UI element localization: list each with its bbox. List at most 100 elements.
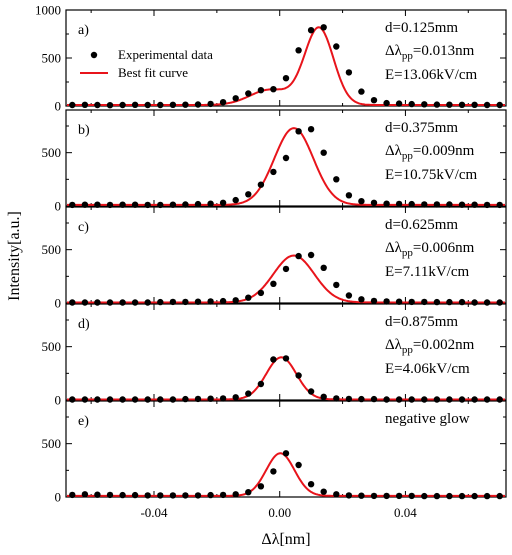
data-point [232,95,239,102]
data-point [119,201,126,208]
data-point [257,181,265,188]
data-point [446,396,453,403]
data-point [194,492,202,499]
data-point [320,393,327,400]
data-point [307,481,315,488]
data-point [270,280,277,287]
data-point [94,299,101,306]
data-point [395,100,403,107]
data-point [471,201,478,208]
data-point [270,468,277,475]
data-point [119,491,126,499]
data-point [320,264,327,271]
data-point [81,101,89,109]
data-point [207,200,214,207]
y-axis-title: Intensity[a.u.] [6,211,23,301]
y-tick-label: 500 [42,242,62,257]
y-tick-label: 500 [42,436,62,451]
annotation-linewidth-value: =0.009nm [413,143,475,159]
data-point [219,199,227,206]
data-point [182,101,189,108]
data-point [144,396,151,403]
data-point [157,396,164,403]
data-point [194,101,202,108]
data-point [94,201,101,208]
data-point [307,126,315,133]
legend-marker-dot [90,51,98,59]
data-point [370,492,378,500]
data-point [119,299,126,306]
data-point [144,492,151,499]
annotation-linewidth: Δλpp=0.013nm [385,43,475,62]
data-point [383,492,390,500]
data-point [69,491,76,499]
data-point [106,299,114,306]
panel-frame [65,206,507,304]
data-point [433,492,441,500]
data-point [483,396,491,403]
data-point [182,201,189,208]
data-point [106,491,114,499]
data-point [282,450,290,457]
data-point [433,101,441,108]
data-point [446,492,453,500]
data-point [219,491,227,499]
annotation-field: E=4.06kV/cm [385,361,470,377]
annotation-linewidth-value: =0.013nm [413,43,475,59]
data-point [295,372,302,379]
data-point [207,298,214,305]
data-point [358,492,365,499]
data-point [383,396,390,403]
data-point [282,355,290,362]
data-point [245,90,252,97]
data-point [408,100,415,108]
annotation-distance: d=0.375mm [385,120,458,136]
data-point [131,201,139,208]
data-point [458,396,466,403]
data-point [207,395,214,402]
panel-frame [65,303,507,401]
x-tick-label: 0.00 [268,505,291,520]
data-point [370,199,378,206]
x-axis-title: Δλ[nm] [261,531,310,548]
data-point [257,87,265,94]
data-point [370,97,378,104]
data-point [307,251,315,259]
data-point [131,491,139,499]
panel-frame [65,400,507,498]
data-point [257,483,265,490]
data-point [295,461,302,469]
data-point [307,388,315,395]
data-point [307,27,315,34]
best-fit-curve [67,26,505,106]
data-point [270,86,277,93]
data-point [131,396,139,403]
data-point [408,492,415,500]
data-point [94,491,101,498]
data-point [333,43,340,50]
data-point [333,281,340,289]
data-point [144,299,151,306]
data-point [245,390,252,397]
data-point [257,289,265,297]
data-point [131,299,139,306]
data-point [458,201,466,208]
panel-label: d) [78,317,90,332]
data-point [471,396,478,403]
annotation-label: negative glow [385,411,470,427]
data-point [106,102,114,109]
best-fit-curve [67,127,505,206]
data-point [194,298,202,305]
data-point [295,47,302,54]
data-point [219,395,227,402]
data-point [383,99,390,107]
data-point [333,491,340,498]
y-tick-label: 500 [42,51,62,66]
data-point [408,200,415,208]
data-point [219,297,227,305]
data-point [395,298,403,305]
y-tick-label: 0 [55,296,62,311]
data-point [483,492,491,500]
data-point [458,101,466,109]
